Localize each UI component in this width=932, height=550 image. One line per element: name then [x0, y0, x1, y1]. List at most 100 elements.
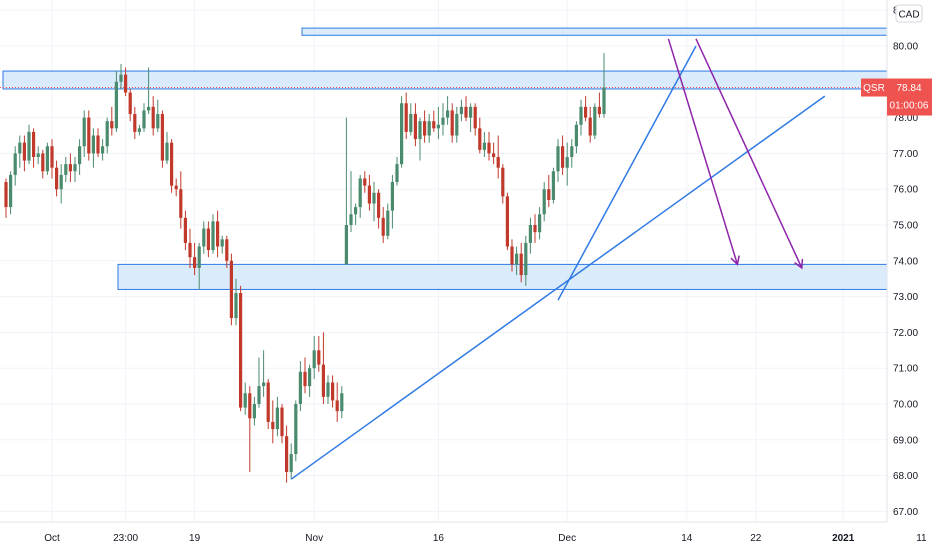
candle: [280, 404, 284, 444]
candle-body: [597, 106, 601, 115]
candle-body: [101, 146, 105, 154]
candle: [441, 103, 445, 136]
candle-body: [505, 196, 509, 247]
candle: [340, 386, 344, 419]
candle-body: [151, 106, 155, 129]
candle: [413, 103, 417, 147]
trendline[interactable]: [290, 95, 826, 480]
arrow-head: [730, 255, 740, 266]
candle-body: [574, 124, 578, 147]
candle: [473, 103, 477, 136]
price-tick-label: 74.00: [893, 256, 918, 267]
candle: [298, 361, 302, 412]
candle: [124, 67, 128, 97]
candle-body: [390, 182, 394, 211]
candle-body: [427, 121, 431, 136]
candle: [13, 146, 17, 186]
price-zone: [117, 263, 888, 290]
candle: [229, 253, 233, 326]
candle-body: [469, 106, 473, 118]
last-price-tag: QSR 78.84 01:00:06: [861, 78, 932, 116]
candle-body: [82, 117, 86, 147]
candle: [147, 67, 151, 115]
candle: [478, 117, 482, 154]
candle: [82, 110, 86, 157]
candle-body: [354, 207, 358, 215]
candle-body: [372, 192, 376, 204]
candle: [344, 117, 348, 265]
trendline[interactable]: [557, 45, 697, 301]
candle: [492, 142, 496, 165]
candle: [597, 92, 601, 118]
projection-arrow[interactable]: [695, 38, 804, 270]
candle: [234, 278, 238, 326]
currency-button[interactable]: CAD: [895, 4, 923, 23]
candle-body: [22, 142, 26, 161]
candle: [510, 239, 514, 272]
projection-arrow[interactable]: [667, 38, 740, 266]
candle: [528, 217, 532, 254]
support-resistance-zones: [2, 27, 888, 290]
price-tick-label: 76.00: [893, 185, 918, 196]
price-zone: [2, 70, 888, 90]
time-axis[interactable]: [0, 522, 932, 550]
candle-body: [9, 174, 13, 208]
price-tick-label: 69.00: [893, 435, 918, 446]
candle: [321, 332, 325, 404]
candle: [197, 242, 201, 290]
candle-body: [556, 146, 560, 172]
candle-body: [326, 382, 330, 397]
candle: [105, 117, 109, 154]
candle: [602, 53, 606, 118]
candle: [400, 96, 404, 168]
candle-body: [570, 146, 574, 157]
candle-body: [59, 174, 63, 190]
candle: [220, 235, 224, 254]
candle-body: [455, 114, 459, 136]
candle: [446, 96, 450, 125]
candle: [87, 110, 91, 161]
trend-drawings[interactable]: [290, 38, 826, 480]
candle-body: [105, 121, 109, 147]
candle: [211, 214, 215, 254]
candle: [266, 378, 270, 430]
candle-body: [41, 153, 45, 172]
price-tick-label: 71.00: [893, 364, 918, 375]
candle: [119, 63, 123, 89]
candle: [137, 124, 141, 136]
candle: [50, 139, 54, 179]
candle: [308, 364, 312, 397]
candle-body: [321, 364, 325, 397]
candle-body: [492, 153, 496, 157]
candle: [556, 139, 560, 183]
candle: [239, 285, 243, 412]
time-tick-label: Oct: [44, 533, 60, 544]
candle-body: [271, 421, 275, 430]
candle-body: [160, 114, 164, 161]
candle-body: [487, 142, 491, 154]
candle: [427, 114, 431, 143]
candle: [225, 235, 229, 268]
candle: [179, 171, 183, 229]
candle-body: [220, 239, 224, 247]
candle: [570, 139, 574, 168]
candle-body: [308, 368, 312, 387]
candle: [395, 156, 399, 186]
candle: [363, 171, 367, 193]
candle-body: [381, 217, 385, 236]
candle-body: [91, 135, 95, 154]
candle: [96, 128, 100, 157]
candle-body: [331, 382, 335, 401]
candle: [202, 221, 206, 254]
candle-body: [386, 210, 390, 236]
candle: [367, 174, 371, 211]
candle: [326, 375, 330, 404]
candle-body: [147, 106, 151, 111]
candle: [436, 106, 440, 140]
currency-label: CAD: [898, 10, 919, 21]
candle: [547, 174, 551, 208]
arrow-shaft: [695, 38, 803, 269]
candle-body: [579, 106, 583, 125]
candle: [455, 106, 459, 143]
